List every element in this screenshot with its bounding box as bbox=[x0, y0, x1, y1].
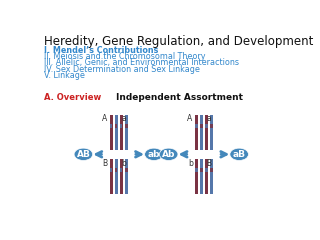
Bar bbox=[205, 159, 208, 194]
Text: IV. Sex Determination and Sex Linkage: IV. Sex Determination and Sex Linkage bbox=[44, 65, 200, 74]
Ellipse shape bbox=[230, 148, 248, 161]
Text: Ab: Ab bbox=[162, 150, 175, 159]
Text: II. Meiosis and the Chromosomal Theory: II. Meiosis and the Chromosomal Theory bbox=[44, 52, 205, 61]
Bar bbox=[200, 115, 203, 150]
Text: A: A bbox=[102, 114, 108, 123]
Bar bbox=[125, 159, 128, 194]
Text: I. Mendel’s Contributions: I. Mendel’s Contributions bbox=[44, 46, 158, 55]
Text: ab: ab bbox=[148, 150, 160, 159]
Bar bbox=[120, 115, 123, 150]
Text: A. Overview: A. Overview bbox=[44, 93, 101, 102]
Text: AB: AB bbox=[76, 150, 90, 159]
Text: Heredity, Gene Regulation, and Development: Heredity, Gene Regulation, and Developme… bbox=[44, 35, 313, 48]
Text: a: a bbox=[121, 114, 126, 123]
Bar bbox=[195, 159, 198, 194]
Bar bbox=[210, 115, 213, 150]
Bar bbox=[109, 159, 113, 194]
Ellipse shape bbox=[74, 148, 93, 161]
Text: B: B bbox=[207, 159, 212, 168]
Bar bbox=[109, 115, 113, 150]
Text: b: b bbox=[121, 159, 126, 168]
Text: b: b bbox=[188, 159, 193, 168]
Bar bbox=[115, 115, 118, 150]
Text: V. Linkage: V. Linkage bbox=[44, 71, 85, 80]
Ellipse shape bbox=[159, 148, 178, 161]
Ellipse shape bbox=[145, 148, 163, 161]
Bar bbox=[195, 115, 198, 150]
Text: aB: aB bbox=[233, 150, 246, 159]
Bar bbox=[125, 115, 128, 150]
Text: B: B bbox=[102, 159, 108, 168]
Text: III. Allelic, Genic, and Environmental Interactions: III. Allelic, Genic, and Environmental I… bbox=[44, 58, 239, 67]
Text: A: A bbox=[188, 114, 193, 123]
Bar bbox=[205, 115, 208, 150]
Bar bbox=[120, 159, 123, 194]
Text: a: a bbox=[207, 114, 212, 123]
Text: Independent Assortment: Independent Assortment bbox=[116, 93, 243, 102]
Bar bbox=[200, 159, 203, 194]
Bar bbox=[210, 159, 213, 194]
Bar bbox=[115, 159, 118, 194]
